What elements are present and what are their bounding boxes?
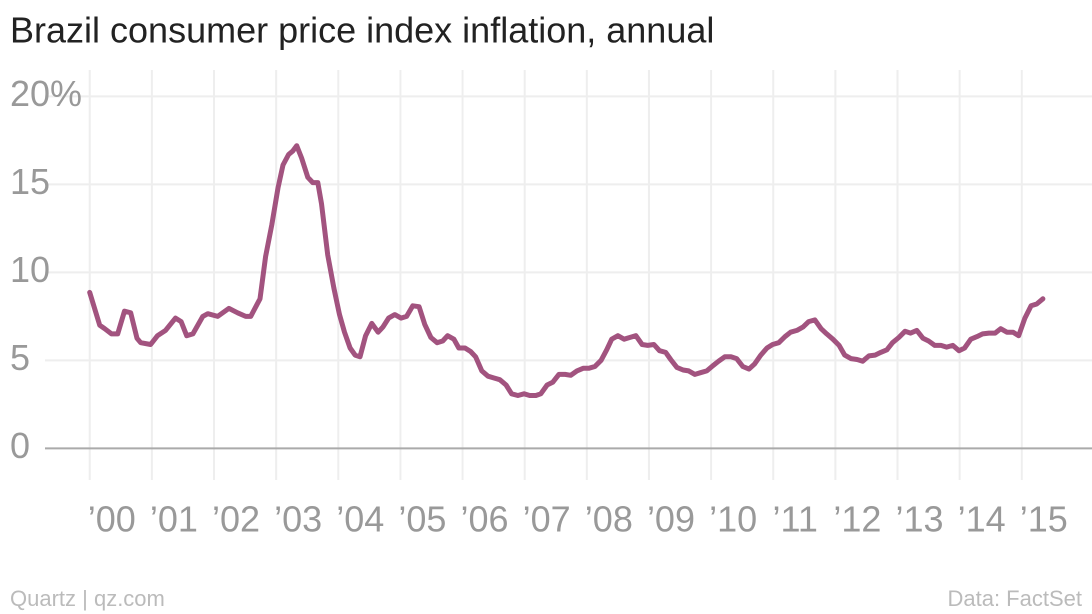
x-tick-label: ’14 (958, 499, 1006, 540)
x-tick-label: ’02 (212, 499, 260, 540)
chart-title: Brazil consumer price index inflation, a… (10, 10, 714, 51)
x-tick-label: ’00 (88, 499, 136, 540)
x-tick-label: ’06 (461, 499, 509, 540)
x-tick-label: ’08 (585, 499, 633, 540)
y-tick-label: 15 (10, 161, 50, 202)
x-tick-label: ’15 (1020, 499, 1068, 540)
x-tick-label: ’05 (398, 499, 446, 540)
x-tick-label: ’03 (274, 499, 322, 540)
x-tick-label: ’12 (833, 499, 881, 540)
y-tick-label: 5 (10, 337, 30, 378)
source: Data: FactSet (947, 586, 1082, 611)
x-tick-label: ’01 (150, 499, 198, 540)
y-tick-label: 0 (10, 425, 30, 466)
x-tick-label: ’04 (336, 499, 384, 540)
credit: Quartz | qz.com (10, 586, 165, 611)
x-tick-label: ’07 (523, 499, 571, 540)
x-tick-label: ’10 (709, 499, 757, 540)
x-tick-label: ’09 (647, 499, 695, 540)
data-line (87, 143, 1046, 398)
x-tick-label: ’13 (895, 499, 943, 540)
y-tick-label: 10 (10, 249, 50, 290)
y-tick-label: 20% (10, 73, 82, 114)
x-tick-label: ’11 (773, 499, 818, 540)
